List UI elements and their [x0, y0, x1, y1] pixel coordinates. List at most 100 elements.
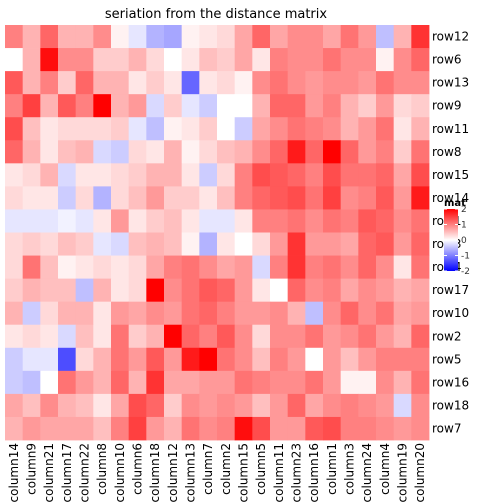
heatmap-cell	[22, 209, 41, 233]
heatmap-cell	[376, 347, 395, 372]
row-label: row10	[432, 306, 469, 320]
heatmap-cell	[340, 393, 359, 418]
heatmap-cell	[181, 393, 200, 418]
heatmap-cell	[111, 163, 130, 187]
heatmap-cell	[393, 163, 412, 187]
heatmap-cell	[323, 186, 342, 210]
heatmap-cell	[411, 370, 430, 395]
heatmap-cell	[358, 232, 377, 256]
heatmap-cell	[93, 370, 112, 395]
heatmap-cell	[93, 48, 112, 72]
heatmap-cell	[305, 209, 324, 233]
heatmap-cell	[40, 94, 59, 118]
heatmap-cell	[270, 186, 289, 210]
heatmap-cell	[323, 209, 342, 233]
heatmap-cell	[146, 301, 165, 326]
heatmap-cell	[5, 370, 24, 395]
heatmap-cell	[340, 347, 359, 372]
heatmap-cell	[305, 278, 324, 303]
heatmap-cell	[376, 163, 395, 187]
heatmap-cell	[111, 71, 130, 95]
heatmap-cell	[305, 163, 324, 187]
heatmap-cell	[376, 117, 395, 141]
heatmap-cell	[75, 278, 94, 303]
heatmap-cell	[340, 232, 359, 256]
heatmap-cell	[164, 278, 183, 303]
column-label: column2	[219, 443, 233, 495]
heatmap-cell	[358, 186, 377, 210]
heatmap-cell	[58, 347, 77, 372]
heatmap-cell	[40, 232, 59, 256]
heatmap-cell	[323, 163, 342, 187]
heatmap-cell	[411, 416, 430, 441]
heatmap-cell	[217, 71, 236, 95]
heatmap-cell	[252, 347, 271, 372]
heatmap-cell	[305, 94, 324, 118]
heatmap-cell	[146, 71, 165, 95]
heatmap-cell	[217, 186, 236, 210]
column-label: column23	[290, 443, 304, 502]
heatmap-cell	[411, 278, 430, 303]
heatmap-cell	[75, 416, 94, 441]
heatmap-cell	[340, 117, 359, 141]
heatmap-cell	[93, 25, 112, 49]
heatmap-cell	[111, 117, 130, 141]
heatmap-cell	[323, 301, 342, 326]
heatmap-cell	[234, 416, 253, 441]
heatmap-cell	[411, 347, 430, 372]
heatmap-cell	[270, 209, 289, 233]
row-label: row13	[432, 76, 469, 90]
heatmap-cell	[411, 209, 430, 233]
heatmap-cell	[340, 324, 359, 349]
row-label: row11	[432, 122, 469, 136]
heatmap-cell	[22, 347, 41, 372]
heatmap-cell	[393, 255, 412, 280]
column-label: column3	[343, 443, 357, 495]
heatmap-cell	[181, 209, 200, 233]
heatmap-cell	[323, 278, 342, 303]
heatmap-cell	[181, 25, 200, 49]
heatmap-cell	[93, 347, 112, 372]
column-label: column16	[307, 443, 321, 502]
heatmap-cell	[199, 393, 218, 418]
heatmap-cell	[358, 278, 377, 303]
heatmap-cell	[305, 370, 324, 395]
heatmap-cell	[287, 393, 306, 418]
heatmap-cell	[199, 255, 218, 280]
heatmap-cell	[252, 25, 271, 49]
heatmap-cell	[164, 370, 183, 395]
heatmap-cell	[323, 71, 342, 95]
heatmap-cell	[128, 416, 147, 441]
heatmap-cell	[234, 393, 253, 418]
heatmap-cell	[128, 25, 147, 49]
heatmap-cell	[393, 347, 412, 372]
heatmap-cell	[393, 209, 412, 233]
heatmap-cell	[5, 301, 24, 326]
heatmap-cell	[58, 209, 77, 233]
heatmap-cell	[234, 301, 253, 326]
heatmap-cell	[411, 324, 430, 349]
heatmap-cell	[199, 416, 218, 441]
heatmap-cell	[75, 140, 94, 164]
heatmap-cell	[340, 301, 359, 326]
heatmap-cell	[217, 232, 236, 256]
heatmap-cell	[217, 117, 236, 141]
column-label: column4	[378, 443, 392, 495]
heatmap-cell	[305, 117, 324, 141]
heatmap-cell	[252, 324, 271, 349]
heatmap-cell	[287, 278, 306, 303]
heatmap-cell	[40, 25, 59, 49]
heatmap-cell	[5, 94, 24, 118]
heatmap-cell	[323, 117, 342, 141]
heatmap-cell	[93, 324, 112, 349]
heatmap-cell	[217, 370, 236, 395]
heatmap-cell	[376, 324, 395, 349]
heatmap-cell	[287, 163, 306, 187]
heatmap-cell	[340, 186, 359, 210]
heatmap-cell	[252, 140, 271, 164]
heatmap-cell	[217, 324, 236, 349]
heatmap-cell	[58, 255, 77, 280]
heatmap-cell	[287, 25, 306, 49]
heatmap-cell	[323, 94, 342, 118]
heatmap-cell	[217, 48, 236, 72]
